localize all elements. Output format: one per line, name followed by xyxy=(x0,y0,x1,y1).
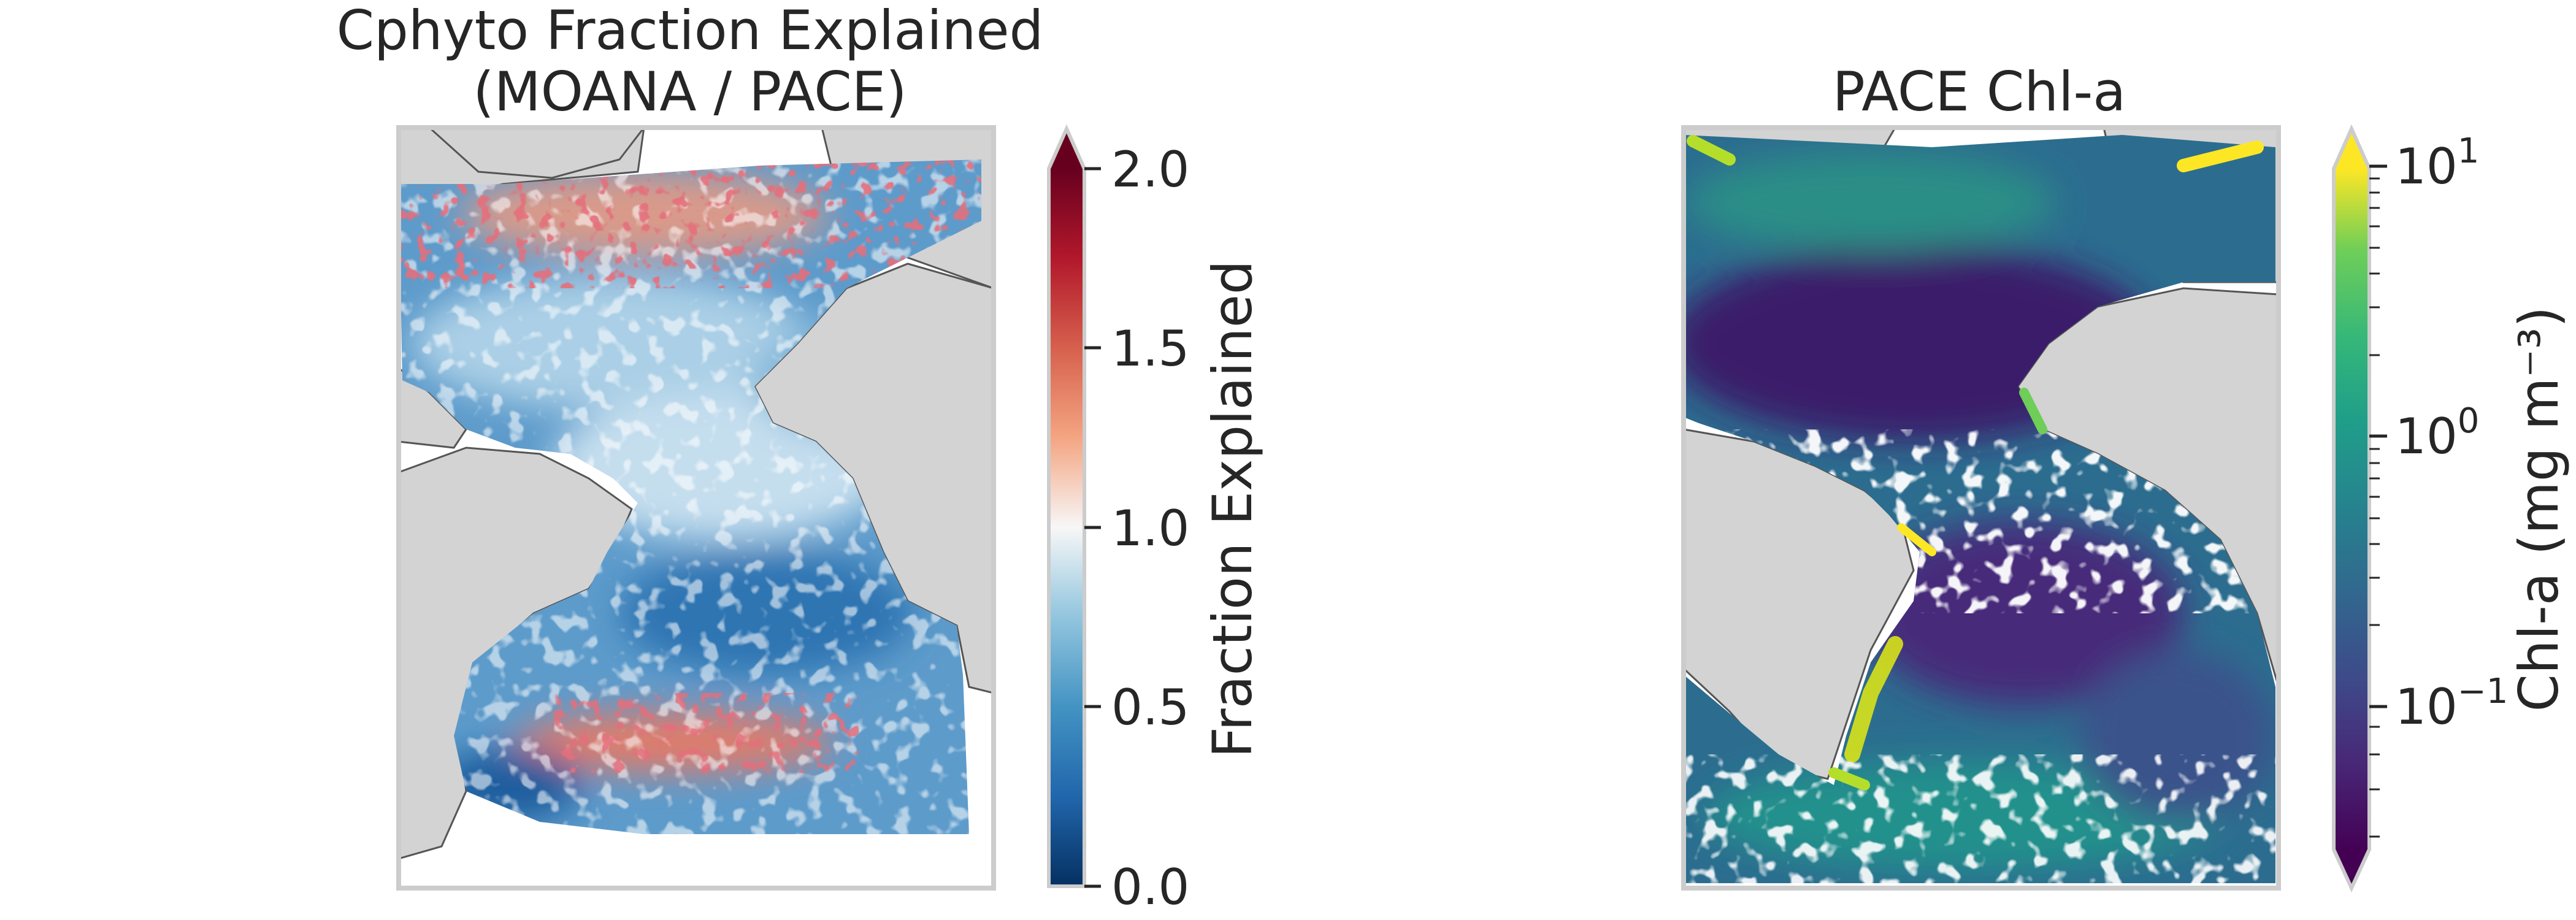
chl-colorbar: 10−1 100 101 Chl-a (mg m⁻³) xyxy=(2332,124,2570,893)
fraction-colorbar-ticks: 0.0 0.5 1.0 1.5 2.0 xyxy=(1084,141,1189,916)
fraction-colorbar: 0.0 0.5 1.0 1.5 2.0 Fraction Explained xyxy=(1047,124,1264,916)
fraction-tick-2: 1.0 xyxy=(1111,500,1189,557)
map-frame xyxy=(396,125,996,891)
chl-tick-1: 100 xyxy=(2395,401,2479,465)
left-title-line2: (MOANA / PACE) xyxy=(473,60,907,123)
chl-colorbar-label: Chl-a (mg m⁻³) xyxy=(2507,307,2570,712)
chl-minor-ticks xyxy=(2369,177,2380,838)
fraction-colorbar-extend-max xyxy=(1049,129,1084,169)
fraction-explained-panel: Cphyto Fraction Explained (MOANA / PACE) xyxy=(337,0,1264,916)
fraction-colorbar-gradient xyxy=(1049,169,1084,886)
fraction-tick-3: 1.5 xyxy=(1111,320,1189,377)
fraction-tick-1: 0.5 xyxy=(1111,679,1189,736)
fraction-tick-4: 2.0 xyxy=(1111,141,1189,198)
left-title-line1: Cphyto Fraction Explained xyxy=(337,0,1044,62)
chl-tick-10: 101 xyxy=(2395,131,2479,195)
fraction-colorbar-label: Fraction Explained xyxy=(1201,260,1264,757)
chl-map-frame xyxy=(1681,125,2281,891)
chl-tick-0.1: 10−1 xyxy=(2395,672,2508,735)
chl-a-map xyxy=(1681,125,2281,891)
coastal-high-chl xyxy=(1687,135,2264,791)
fraction-tick-0: 0.0 xyxy=(1111,859,1189,916)
chl-colorbar-ticks: 10−1 100 101 xyxy=(2369,131,2508,838)
chl-africa-land xyxy=(2017,287,2280,688)
right-title: PACE Chl-a xyxy=(1833,60,2126,123)
chl-a-panel: PACE Chl-a xyxy=(1681,60,2570,893)
chl-colorbar-gradient xyxy=(2334,169,2369,849)
chl-colorbar-extend-min xyxy=(2334,849,2369,888)
chl-colorbar-extend-max xyxy=(2334,129,2369,169)
fraction-explained-map xyxy=(396,125,996,891)
